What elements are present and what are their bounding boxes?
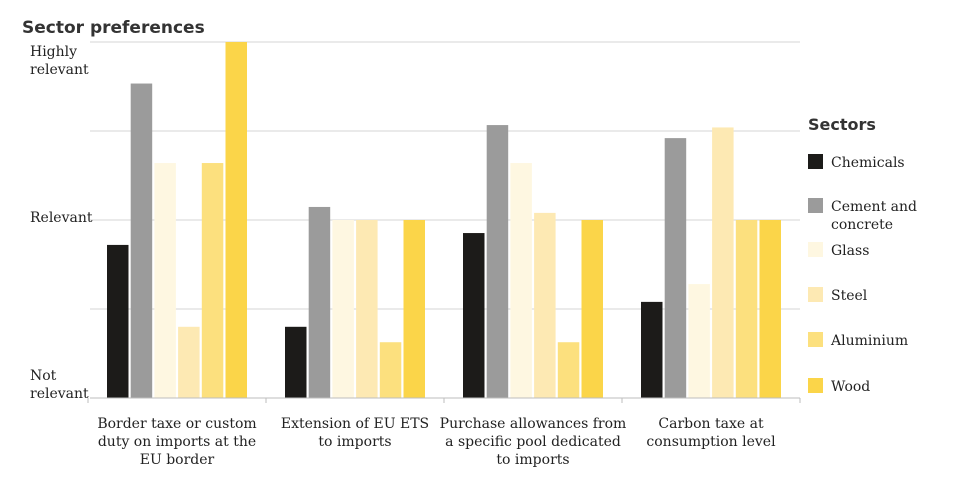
y-tick-label: Not relevant	[30, 368, 89, 402]
legend-swatch	[808, 378, 823, 393]
bar-wood	[225, 42, 247, 398]
legend-item: Aluminium	[808, 332, 908, 349]
legend-item: Chemicals	[808, 154, 905, 171]
bar-aluminium	[379, 342, 402, 398]
bar-steel	[534, 212, 556, 398]
legend-swatch	[808, 154, 823, 169]
bar-chemicals	[641, 301, 663, 398]
bar-cement-and-concrete	[130, 83, 153, 399]
legend-label: Wood	[831, 379, 870, 395]
legend-label: Aluminium	[830, 333, 908, 349]
x-axis: Border taxe or custom duty on imports at …	[87, 397, 801, 468]
bar-glass	[154, 163, 176, 398]
bar-chemicals	[285, 326, 307, 398]
legend: Sectors Chemicals Cement and concrete Glass…	[808, 115, 917, 395]
y-tick-label: Highly relevant	[30, 44, 89, 78]
legend-label: Glass	[831, 243, 869, 259]
bars	[107, 42, 781, 399]
chart-title: Sector preferences	[22, 18, 205, 38]
legend-swatch	[808, 242, 823, 257]
bar-cement-and-concrete	[664, 138, 687, 398]
legend-item: Steel	[808, 287, 868, 304]
bar-chemicals	[463, 233, 485, 398]
bar-glass	[688, 284, 710, 398]
bar-wood	[759, 220, 781, 398]
bar-aluminium	[735, 220, 758, 398]
bar-wood	[581, 220, 603, 398]
legend-label: Steel	[831, 288, 868, 304]
bar-chemicals	[107, 244, 129, 398]
bar-wood	[403, 220, 425, 398]
legend-label: Chemicals	[831, 155, 905, 171]
bar-steel	[178, 326, 200, 398]
bar-cement-and-concrete	[308, 206, 331, 398]
legend-swatch	[808, 332, 823, 347]
bar-aluminium	[557, 342, 580, 398]
bar-steel	[356, 220, 378, 398]
legend-label: Cement and concrete	[831, 199, 917, 233]
bar-glass	[510, 163, 532, 398]
y-axis: Highly relevant Relevant Not relevant	[30, 44, 93, 402]
y-tick-label: Relevant	[30, 210, 93, 226]
x-category-label: Extension of EU ETS to imports	[281, 416, 429, 450]
legend-title: Sectors	[808, 115, 876, 134]
x-category-label: Purchase allowances from a specific pool …	[440, 416, 627, 468]
bar-aluminium	[201, 163, 224, 398]
x-category-label: Border taxe or custom duty on imports at …	[97, 416, 256, 468]
legend-swatch	[808, 287, 823, 302]
legend-item: Glass	[808, 242, 869, 259]
bar-glass	[332, 220, 354, 398]
legend-item: Wood	[808, 378, 870, 395]
legend-swatch	[808, 198, 823, 213]
legend-item: Cement and concrete	[808, 198, 917, 233]
bar-steel	[712, 127, 734, 398]
bar-cement-and-concrete	[486, 125, 509, 399]
x-category-label: Carbon taxe at consumption level	[646, 416, 776, 450]
